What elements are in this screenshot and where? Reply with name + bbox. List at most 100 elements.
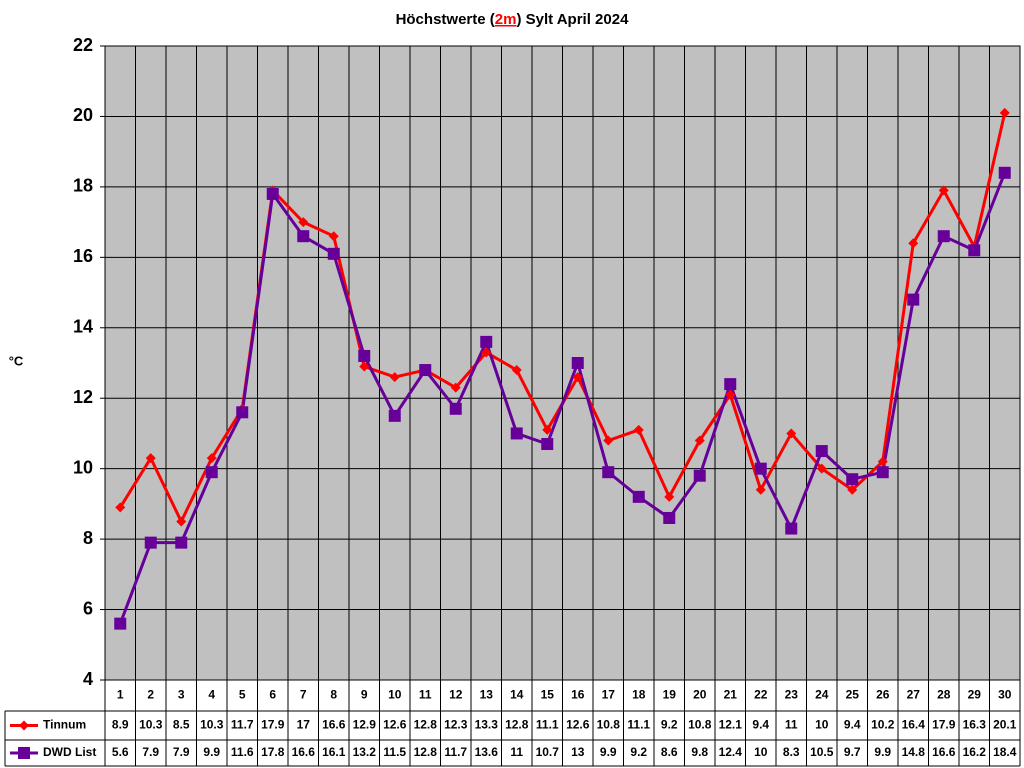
legend-marker <box>18 747 30 759</box>
data-point <box>571 357 584 369</box>
legend-label: DWD List <box>43 745 96 759</box>
x-tick-label: 7 <box>300 688 307 702</box>
table-value: 9.8 <box>691 745 708 759</box>
table-value: 10.2 <box>871 718 895 732</box>
data-point <box>176 516 187 527</box>
y-tick-label: 22 <box>73 35 93 55</box>
y-tick-label: 18 <box>73 176 93 196</box>
data-point <box>297 230 310 243</box>
x-tick-label: 30 <box>998 688 1012 702</box>
data-point <box>937 230 950 243</box>
table-value: 7.9 <box>142 745 159 759</box>
table-value: 17.9 <box>261 718 285 732</box>
table-value: 11.5 <box>383 745 406 759</box>
table-value: 9.2 <box>630 745 647 759</box>
data-point <box>327 247 340 260</box>
data-point <box>816 463 827 474</box>
table-value: 16.4 <box>902 718 926 732</box>
data-point <box>144 536 157 549</box>
y-tick-label: 4 <box>83 669 93 689</box>
table-value: 10 <box>815 718 829 732</box>
table-value: 12.8 <box>414 745 438 759</box>
data-point <box>481 347 492 358</box>
data-point <box>572 372 583 383</box>
table-value: 12.3 <box>444 718 468 732</box>
x-tick-label: 10 <box>388 688 402 702</box>
data-point <box>998 166 1011 179</box>
data-point <box>755 484 766 495</box>
table-value: 10.3 <box>139 718 163 732</box>
x-tick-label: 6 <box>269 688 276 702</box>
y-tick-label: 16 <box>73 246 93 266</box>
table-value: 16.6 <box>932 745 956 759</box>
table-value: 13.6 <box>475 745 499 759</box>
table-value: 11.6 <box>231 745 254 759</box>
data-point <box>693 469 706 482</box>
x-tick-label: 11 <box>419 688 432 702</box>
table-value: 9.9 <box>874 745 891 759</box>
table-value: 11 <box>510 745 523 759</box>
data-point <box>632 490 645 503</box>
data-point <box>542 424 553 435</box>
table-value: 8.9 <box>112 718 129 732</box>
data-point <box>115 502 126 513</box>
x-tick-label: 5 <box>239 688 246 702</box>
data-point <box>999 107 1010 118</box>
x-tick-label: 22 <box>754 688 768 702</box>
table-value: 9.4 <box>752 718 769 732</box>
data-point <box>786 428 797 439</box>
x-tick-label: 15 <box>541 688 555 702</box>
x-tick-label: 14 <box>510 688 524 702</box>
data-point <box>664 491 675 502</box>
data-point <box>602 466 615 479</box>
table-value: 16.6 <box>292 745 316 759</box>
table-value: 10.5 <box>810 745 834 759</box>
data-point <box>480 335 493 348</box>
table-value: 12.1 <box>719 718 743 732</box>
y-tick-label: 14 <box>73 317 93 337</box>
data-point <box>419 364 432 377</box>
table-value: 12.4 <box>719 745 743 759</box>
table-value: 12.6 <box>383 718 407 732</box>
data-point <box>388 409 401 422</box>
data-point <box>266 187 279 200</box>
table-value: 10.8 <box>597 718 621 732</box>
data-point <box>541 438 554 451</box>
data-point <box>725 389 736 400</box>
x-tick-label: 25 <box>846 688 860 702</box>
y-tick-label: 8 <box>83 528 93 548</box>
x-tick-label: 18 <box>632 688 646 702</box>
data-point <box>511 365 522 376</box>
data-point <box>847 484 858 495</box>
data-point <box>907 293 920 306</box>
table-value: 11 <box>785 718 798 732</box>
table-value: 11.1 <box>536 718 559 732</box>
data-point <box>298 217 309 228</box>
table-value: 14.8 <box>902 745 926 759</box>
data-point <box>968 244 981 257</box>
data-point <box>603 435 614 446</box>
x-tick-label: 17 <box>602 688 616 702</box>
table-value: 20.1 <box>993 718 1017 732</box>
data-point <box>389 372 400 383</box>
table-value: 13.2 <box>353 745 377 759</box>
data-point <box>449 402 462 415</box>
data-point <box>206 453 217 464</box>
data-point <box>145 453 156 464</box>
table-value: 13 <box>571 745 585 759</box>
data-point <box>877 456 888 467</box>
legend-marker <box>19 720 29 731</box>
table-value: 12.8 <box>414 718 438 732</box>
x-tick-label: 20 <box>693 688 707 702</box>
x-tick-label: 2 <box>147 688 154 702</box>
table-value: 16.3 <box>963 718 987 732</box>
table-value: 12.6 <box>566 718 590 732</box>
y-tick-label: 6 <box>83 598 93 618</box>
table-value: 11.1 <box>627 718 650 732</box>
x-tick-label: 26 <box>876 688 890 702</box>
x-tick-label: 28 <box>937 688 951 702</box>
y-tick-label: 20 <box>73 105 93 125</box>
table-value: 17.8 <box>261 745 285 759</box>
